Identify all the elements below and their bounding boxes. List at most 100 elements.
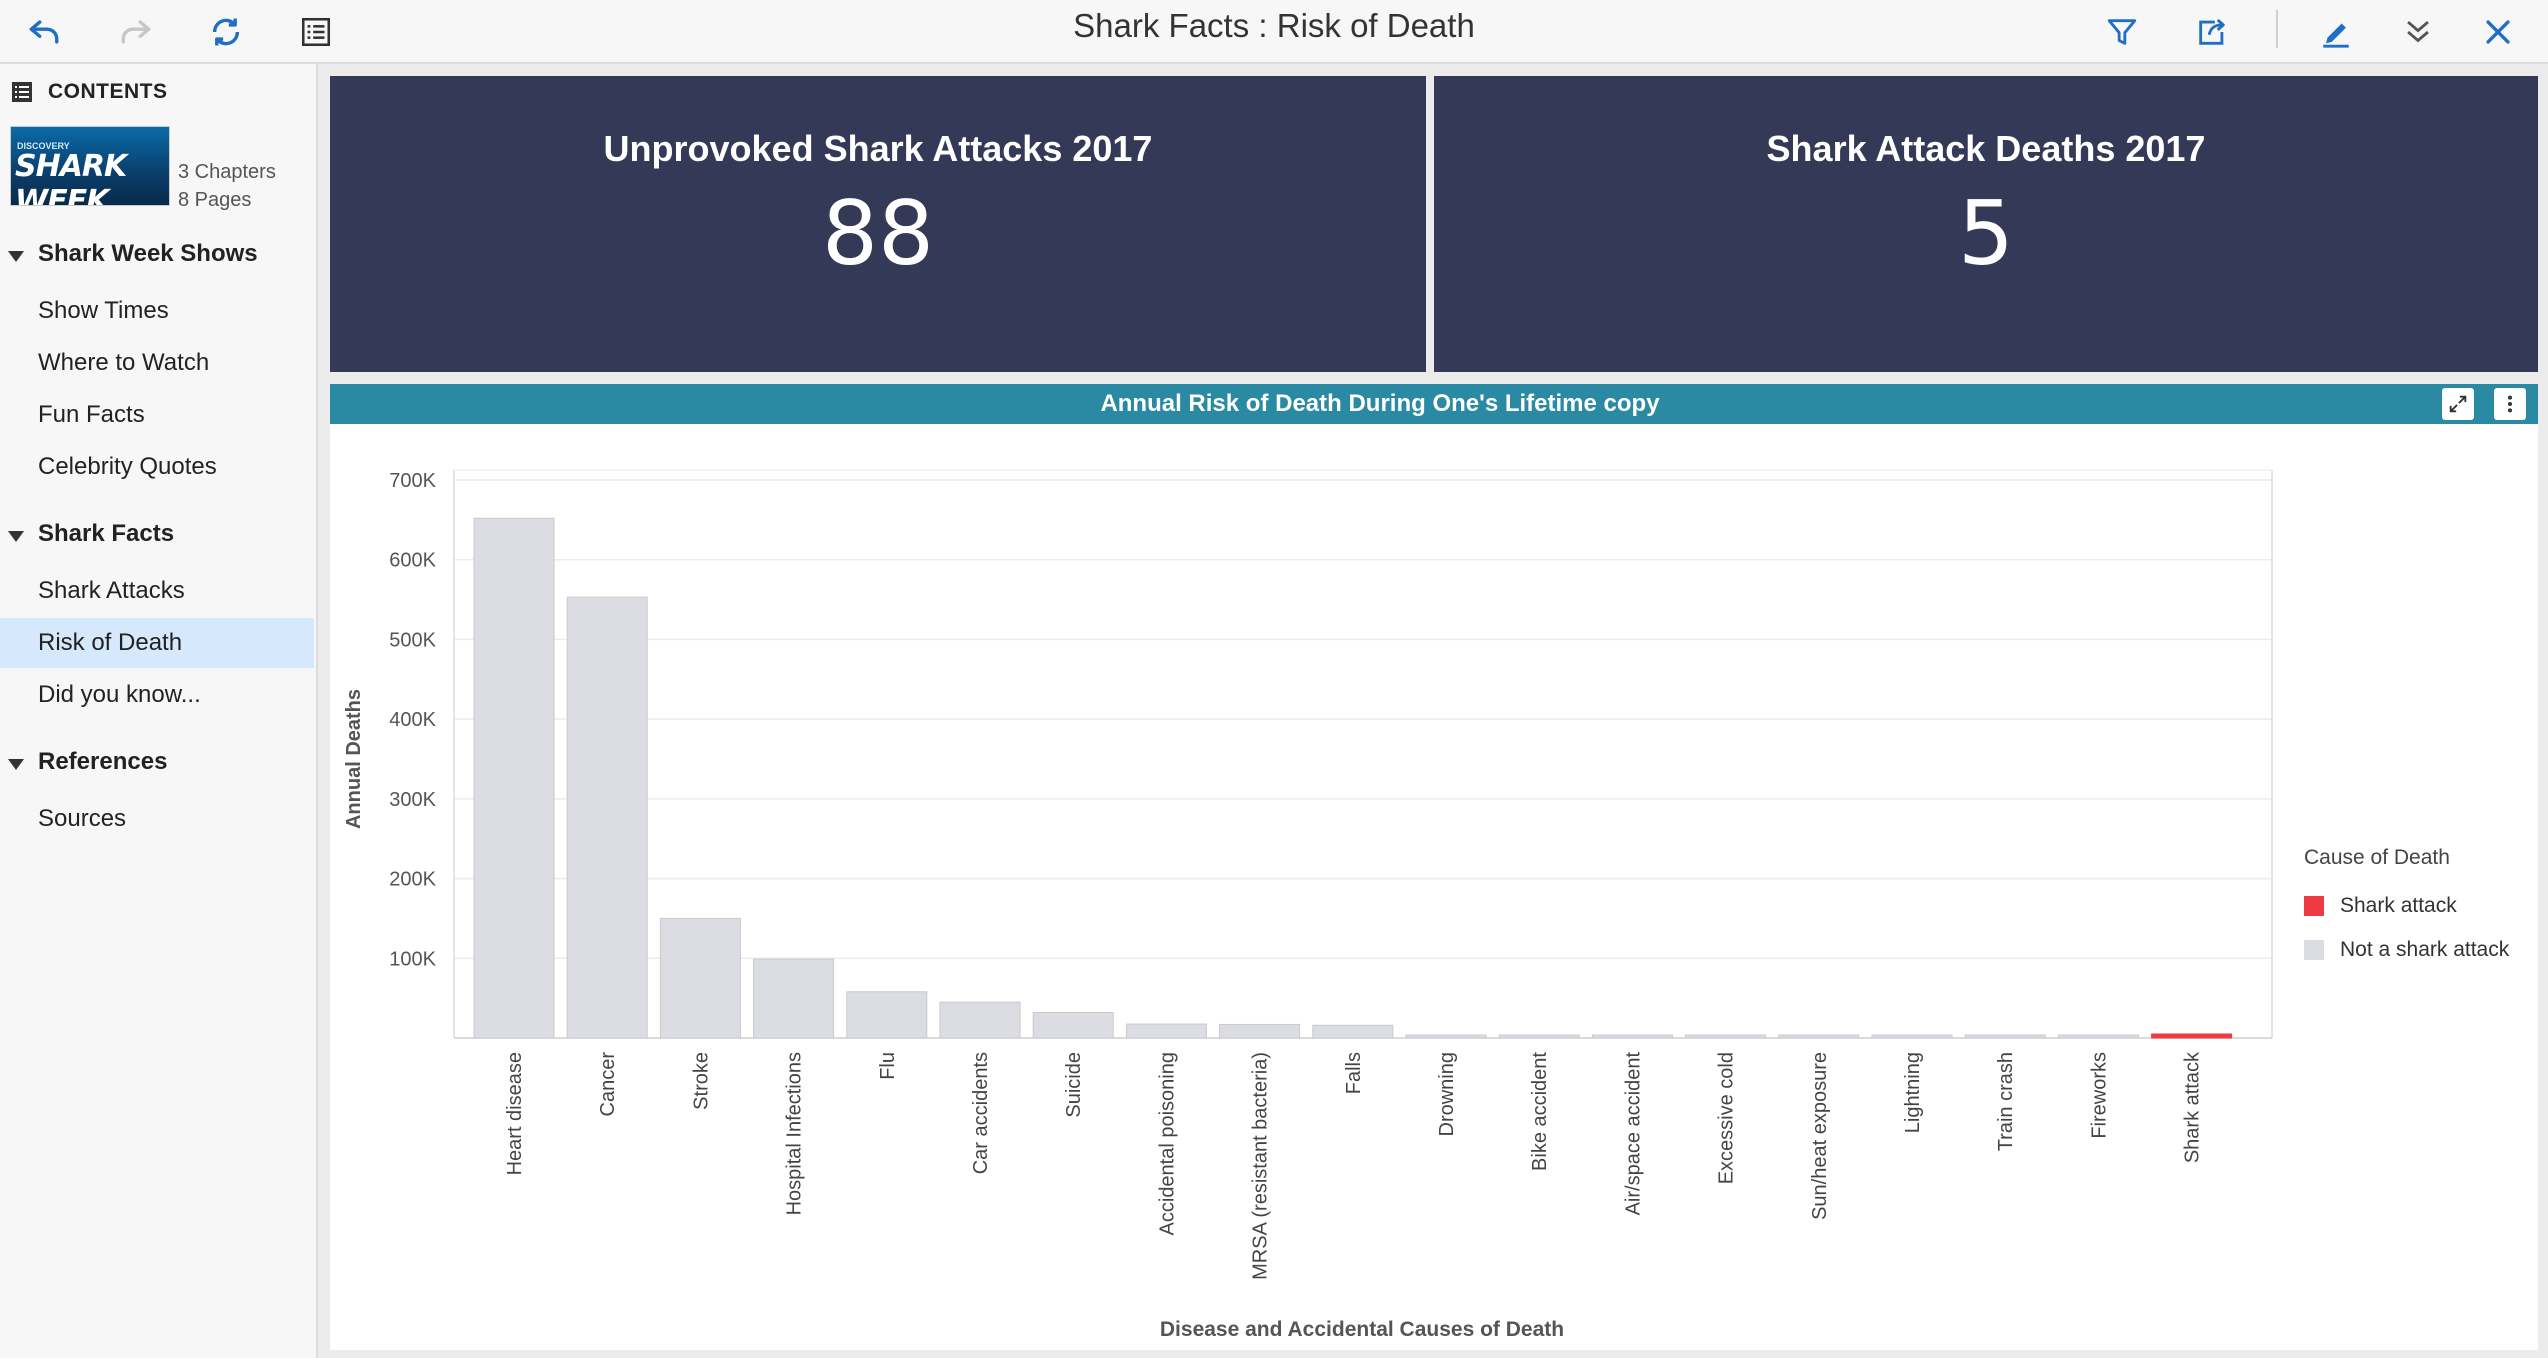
share-button[interactable]: [2188, 8, 2236, 56]
kpi-value: 88: [822, 182, 934, 285]
bar[interactable]: [1685, 1034, 1767, 1039]
chart-title: Annual Risk of Death During One's Lifeti…: [1100, 390, 1660, 417]
bar[interactable]: [566, 596, 648, 1039]
section-shark-facts[interactable]: Shark Facts: [8, 514, 174, 554]
sidebar-item-fun-facts[interactable]: Fun Facts: [38, 401, 145, 428]
y-tick-label: 700K: [389, 470, 436, 492]
bar[interactable]: [1312, 1024, 1394, 1039]
toolbar-separator: [2276, 10, 2278, 48]
undo-icon: [29, 20, 59, 44]
close-icon: [2486, 20, 2510, 44]
contents-sidebar: CONTENTS DISCOVERY SHARK WEEK 3 Chapters…: [0, 64, 318, 1358]
x-tick-label: Shark attack: [2182, 1051, 2204, 1163]
more-vertical-icon: [2507, 395, 2513, 413]
thumbnail-small-text: DISCOVERY: [17, 141, 70, 151]
kpi-title: Shark Attack Deaths 2017: [1766, 128, 2206, 169]
y-tick-label: 400K: [389, 709, 436, 731]
story-thumbnail[interactable]: DISCOVERY SHARK WEEK: [10, 126, 170, 206]
legend-title: Cause of Death: [2304, 846, 2450, 869]
redo-button[interactable]: [112, 8, 160, 56]
y-tick-label: 600K: [389, 550, 436, 572]
contents-label: CONTENTS: [48, 80, 168, 103]
bar[interactable]: [1591, 1034, 1673, 1039]
chart-more-button[interactable]: [2494, 388, 2526, 420]
sidebar-item-sources[interactable]: Sources: [38, 805, 127, 832]
sidebar-item-where-to-watch[interactable]: Where to Watch: [38, 349, 210, 376]
bar-chart: 100K 200K 300K 400K 500K 600K 700K Heart disea…: [343, 469, 2273, 1341]
chart-header: Annual Risk of Death During One's Lifeti…: [330, 384, 2538, 424]
table-of-contents-button[interactable]: [292, 8, 340, 56]
x-tick-label: Suicide: [1063, 1052, 1085, 1118]
section-references[interactable]: References: [8, 742, 167, 782]
bar[interactable]: [753, 958, 835, 1039]
double-chevron-down-icon: [2407, 21, 2429, 43]
section-label: Shark Facts: [38, 520, 175, 547]
refresh-button[interactable]: [202, 8, 250, 56]
bar[interactable]: [1405, 1034, 1487, 1039]
pencil-icon: [2323, 23, 2349, 48]
y-tick-label: 200K: [389, 869, 436, 891]
legend-label: Shark attack: [2340, 894, 2457, 917]
expand-triangle-icon: [8, 530, 24, 542]
sidebar-item-shark-attacks[interactable]: Shark Attacks: [38, 577, 185, 604]
sidebar-item-celebrity-quotes[interactable]: Celebrity Quotes: [38, 453, 217, 480]
undo-button[interactable]: [20, 8, 68, 56]
sidebar-item-show-times[interactable]: Show Times: [38, 297, 169, 324]
chapter-count: 3 Chapters: [178, 161, 276, 183]
section-label: Shark Week Shows: [38, 240, 258, 267]
section-label: References: [38, 748, 168, 775]
x-tick-label: Cancer: [597, 1052, 619, 1117]
bar[interactable]: [1964, 1034, 2046, 1039]
filter-button[interactable]: [2098, 8, 2146, 56]
sidebar-item-risk-of-death[interactable]: Risk of Death: [0, 618, 314, 668]
bar[interactable]: [659, 917, 741, 1039]
x-tick-label: Bike accident: [1529, 1052, 1551, 1171]
contents-header: CONTENTS: [10, 74, 168, 110]
expand-triangle-icon: [8, 250, 24, 262]
x-tick-label: Heart disease: [504, 1052, 526, 1175]
bar[interactable]: [2151, 1033, 2233, 1039]
legend-swatch: [2304, 896, 2324, 916]
y-tick-label: 500K: [389, 629, 436, 651]
kpi-tile-unprovoked-attacks[interactable]: Unprovoked Shark Attacks 2017 88: [330, 76, 1426, 372]
bar[interactable]: [1498, 1034, 1580, 1039]
legend-item-shark-attack[interactable]: Shark attack: [2304, 884, 2534, 928]
top-toolbar: Shark Facts : Risk of Death: [0, 0, 2548, 64]
redo-icon: [121, 20, 151, 44]
bar[interactable]: [1778, 1034, 1860, 1039]
x-tick-label: Falls: [1343, 1052, 1365, 1094]
x-tick-label: Fireworks: [2088, 1052, 2110, 1139]
refresh-icon: [212, 18, 240, 46]
x-tick-label: Hospital Infections: [784, 1052, 806, 1215]
section-shark-week-shows[interactable]: Shark Week Shows: [8, 234, 258, 274]
bar[interactable]: [939, 1001, 1021, 1039]
legend-item-not-shark-attack[interactable]: Not a shark attack: [2304, 928, 2534, 972]
bar[interactable]: [1032, 1011, 1114, 1039]
kpi-title: Unprovoked Shark Attacks 2017: [603, 128, 1153, 169]
x-tick-label: Air/space accident: [1622, 1052, 1644, 1216]
contents-list-icon: [12, 82, 32, 102]
bar[interactable]: [1871, 1034, 1953, 1039]
chart-panel: Annual Risk of Death During One's Lifeti…: [330, 384, 2538, 1350]
x-axis-title: Disease and Accidental Causes of Death: [1160, 1318, 1564, 1341]
bar[interactable]: [2057, 1034, 2139, 1039]
bar[interactable]: [1125, 1023, 1207, 1039]
expand-chart-button[interactable]: [2442, 388, 2474, 420]
filter-icon: [2107, 19, 2137, 45]
x-tick-label: Accidental poisoning: [1156, 1052, 1178, 1235]
close-button[interactable]: [2474, 8, 2522, 56]
y-axis-title: Annual Deaths: [343, 689, 365, 829]
sidebar-item-did-you-know[interactable]: Did you know...: [38, 681, 201, 708]
edit-button[interactable]: [2312, 8, 2360, 56]
bar[interactable]: [1219, 1023, 1301, 1039]
x-tick-label: Train crash: [1995, 1052, 2017, 1151]
thumbnail-brand-text: SHARK WEEK: [15, 149, 127, 206]
bar[interactable]: [846, 991, 928, 1039]
legend-label: Not a shark attack: [2340, 938, 2510, 961]
list-icon: [301, 17, 331, 47]
collapse-button[interactable]: [2394, 8, 2442, 56]
bar[interactable]: [473, 517, 555, 1039]
kpi-tile-attack-deaths[interactable]: Shark Attack Deaths 2017 5: [1434, 76, 2538, 372]
expand-triangle-icon: [8, 758, 24, 770]
x-tick-label: Lightning: [1902, 1052, 1924, 1133]
